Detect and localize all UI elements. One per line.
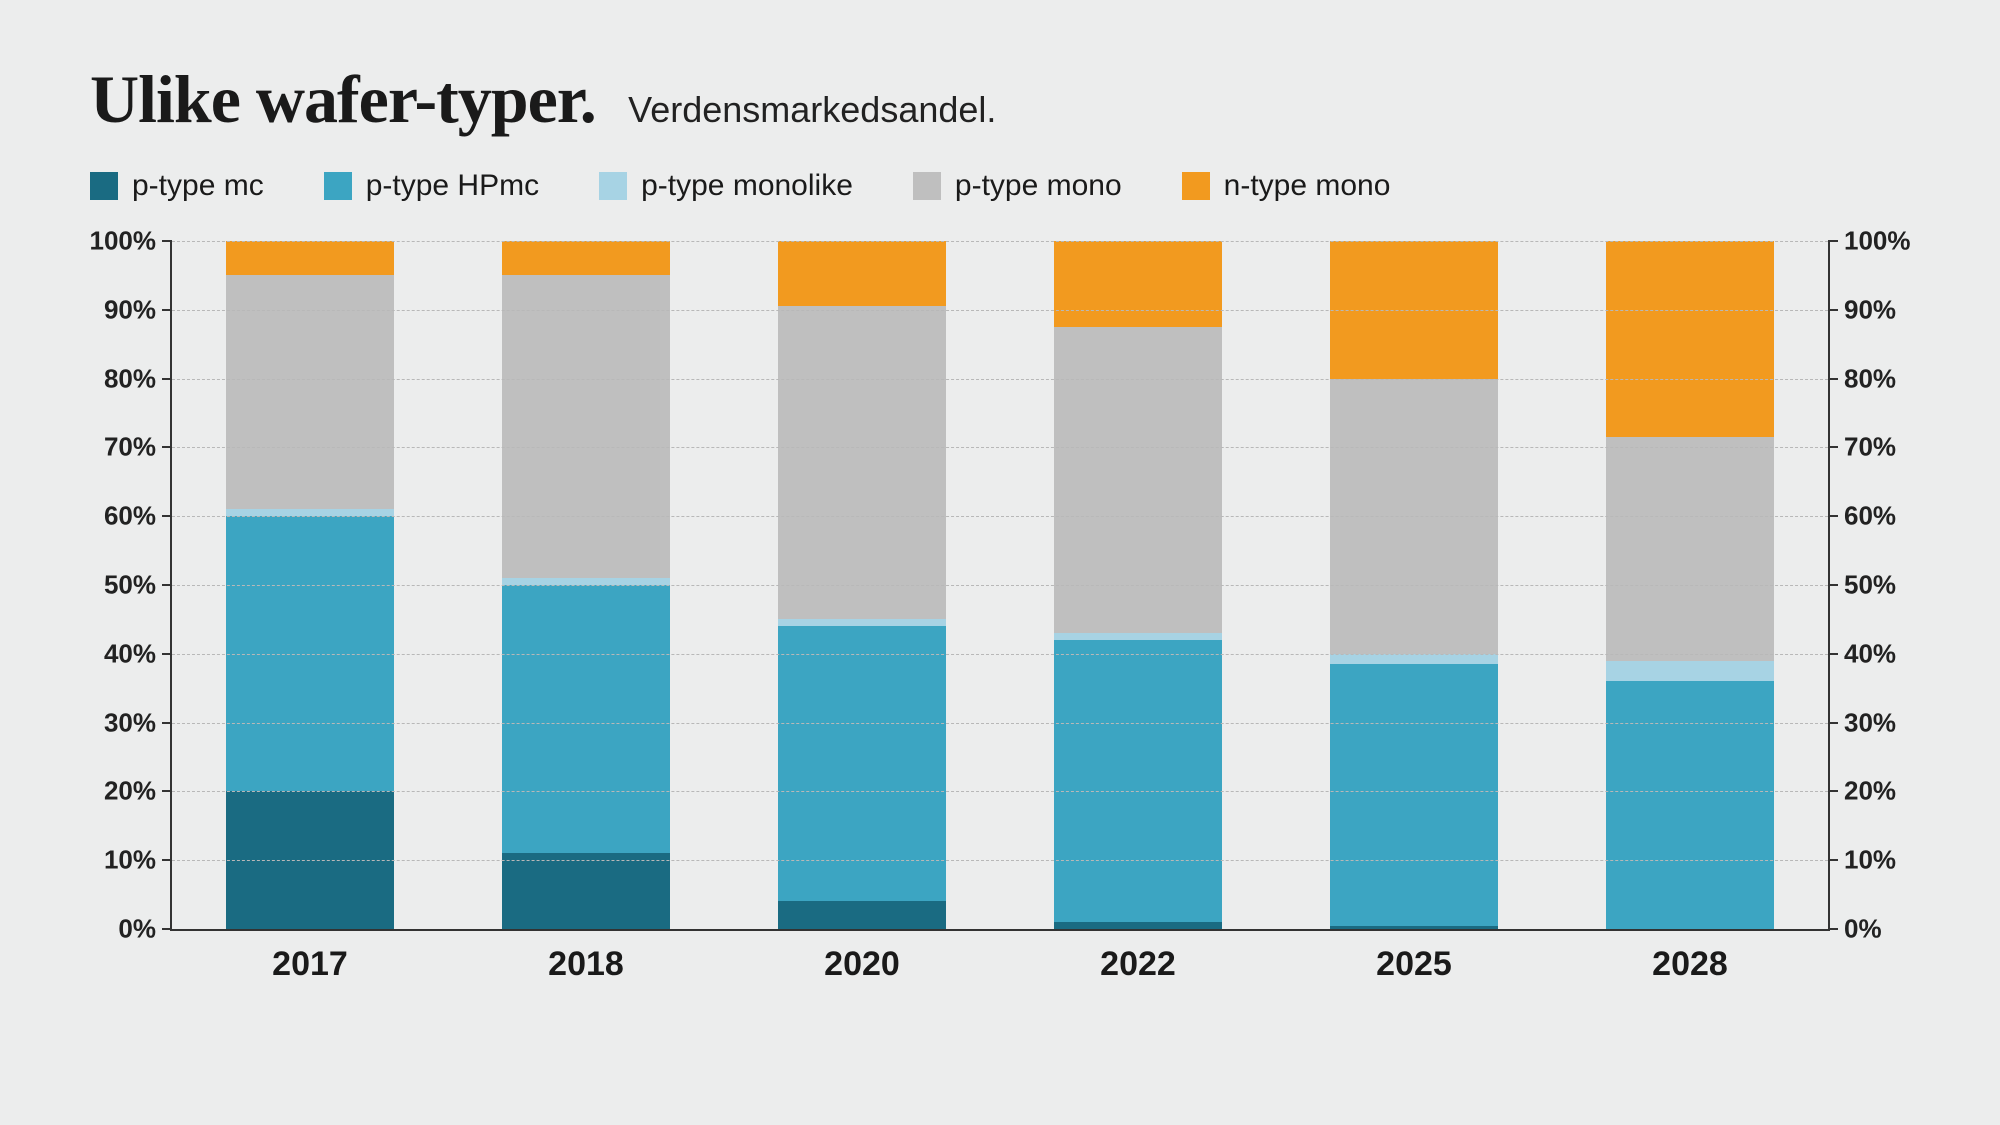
y-axis-label-right: 100% bbox=[1828, 226, 1911, 257]
bar-segment bbox=[502, 853, 670, 929]
x-axis-label: 2028 bbox=[1652, 945, 1728, 984]
bar-segment bbox=[226, 509, 394, 516]
y-axis-label-left: 30% bbox=[104, 707, 172, 738]
legend-label: p-type mc bbox=[132, 169, 264, 203]
bar-segment bbox=[1054, 633, 1222, 640]
chart-area: 201720182020202220252028 0%0%10%10%20%20… bbox=[170, 241, 1830, 991]
grid-line bbox=[172, 241, 1828, 242]
bar-segment bbox=[1054, 640, 1222, 922]
chart-subtitle: Verdensmarkedsandel. bbox=[628, 89, 996, 130]
legend-swatch bbox=[913, 172, 941, 200]
legend-label: n-type mono bbox=[1224, 169, 1391, 203]
bar-segment bbox=[1606, 241, 1774, 437]
bar-segment bbox=[1054, 241, 1222, 327]
bar-segment bbox=[226, 241, 394, 275]
bar-segment bbox=[1606, 661, 1774, 682]
y-axis-label-left: 60% bbox=[104, 501, 172, 532]
grid-line bbox=[172, 791, 1828, 792]
bar-segment bbox=[502, 585, 670, 853]
y-axis-label-left: 90% bbox=[104, 294, 172, 325]
y-axis-label-left: 20% bbox=[104, 776, 172, 807]
bar-segment bbox=[1330, 664, 1498, 925]
y-axis-label-right: 50% bbox=[1828, 570, 1896, 601]
bar-segment bbox=[778, 619, 946, 626]
plot-area: 201720182020202220252028 0%0%10%10%20%20… bbox=[170, 241, 1830, 931]
y-axis-label-right: 30% bbox=[1828, 707, 1896, 738]
y-axis-label-right: 40% bbox=[1828, 638, 1896, 669]
legend-swatch bbox=[599, 172, 627, 200]
y-axis-label-right: 10% bbox=[1828, 845, 1896, 876]
bar-segment bbox=[1054, 922, 1222, 929]
legend-swatch bbox=[324, 172, 352, 200]
bar-segment bbox=[778, 306, 946, 619]
y-axis-label-left: 0% bbox=[118, 914, 172, 945]
bar-segment bbox=[778, 241, 946, 306]
y-axis-label-right: 20% bbox=[1828, 776, 1896, 807]
grid-line bbox=[172, 723, 1828, 724]
legend-item: p-type monolike bbox=[599, 169, 853, 203]
x-axis-label: 2020 bbox=[824, 945, 900, 984]
grid-line bbox=[172, 585, 1828, 586]
bar-segment bbox=[502, 241, 670, 275]
legend-item: p-type mono bbox=[913, 169, 1122, 203]
y-axis-label-right: 0% bbox=[1828, 914, 1882, 945]
y-axis-label-right: 80% bbox=[1828, 363, 1896, 394]
bar-segment bbox=[1330, 654, 1498, 664]
x-axis-label: 2018 bbox=[548, 945, 624, 984]
chart-legend: p-type mc p-type HPmc p-type monolike p-typ… bbox=[90, 169, 1910, 203]
grid-line bbox=[172, 379, 1828, 380]
grid-line bbox=[172, 860, 1828, 861]
y-axis-label-left: 10% bbox=[104, 845, 172, 876]
y-axis-label-left: 100% bbox=[90, 226, 173, 257]
grid-line bbox=[172, 654, 1828, 655]
legend-swatch bbox=[1182, 172, 1210, 200]
bar-segment bbox=[502, 578, 670, 585]
bar-segment bbox=[1054, 327, 1222, 633]
legend-item: n-type mono bbox=[1182, 169, 1391, 203]
grid-line bbox=[172, 516, 1828, 517]
y-axis-label-left: 80% bbox=[104, 363, 172, 394]
y-axis-label-right: 60% bbox=[1828, 501, 1896, 532]
legend-swatch bbox=[90, 172, 118, 200]
y-axis-label-left: 70% bbox=[104, 432, 172, 463]
y-axis-label-right: 90% bbox=[1828, 294, 1896, 325]
bar-segment bbox=[502, 275, 670, 578]
y-axis-label-right: 70% bbox=[1828, 432, 1896, 463]
x-axis-label: 2022 bbox=[1100, 945, 1176, 984]
legend-item: p-type HPmc bbox=[324, 169, 539, 203]
legend-item: p-type mc bbox=[90, 169, 264, 203]
grid-line bbox=[172, 447, 1828, 448]
chart-title: Ulike wafer-typer. bbox=[90, 61, 596, 137]
chart-header: Ulike wafer-typer. Verdensmarkedsandel. bbox=[90, 60, 1910, 139]
x-axis-label: 2025 bbox=[1376, 945, 1452, 984]
y-axis-label-left: 50% bbox=[104, 570, 172, 601]
bar-segment bbox=[1606, 437, 1774, 661]
grid-line bbox=[172, 310, 1828, 311]
y-axis-label-left: 40% bbox=[104, 638, 172, 669]
legend-label: p-type HPmc bbox=[366, 169, 539, 203]
bar-segment bbox=[1606, 681, 1774, 929]
legend-label: p-type mono bbox=[955, 169, 1122, 203]
legend-label: p-type monolike bbox=[641, 169, 853, 203]
bar-segment bbox=[778, 901, 946, 929]
x-axis-label: 2017 bbox=[272, 945, 348, 984]
bar-segment bbox=[1330, 926, 1498, 929]
